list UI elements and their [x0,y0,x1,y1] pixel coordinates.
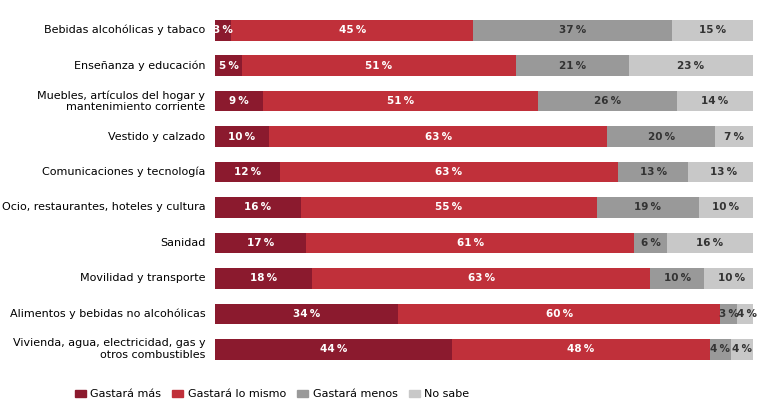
Bar [634,233,667,253]
Bar [215,55,242,76]
Bar [667,233,753,253]
Text: 10 %: 10 % [712,203,740,212]
Text: 63 %: 63 % [435,167,462,177]
Bar [215,268,312,289]
Text: 4 %: 4 % [710,344,730,354]
Text: 18 %: 18 % [250,274,277,283]
Text: 51 %: 51 % [366,61,392,70]
Bar [215,197,301,218]
Bar [263,91,538,111]
Text: 60 %: 60 % [545,309,573,319]
Text: 20 %: 20 % [647,132,675,141]
Text: 61 %: 61 % [457,238,484,248]
Text: 44 %: 44 % [319,344,347,354]
Bar [215,20,231,40]
Bar [215,339,452,359]
Text: 45 %: 45 % [339,25,366,35]
Text: 63 %: 63 % [468,274,495,283]
Bar [301,197,597,218]
Bar [398,304,720,324]
Bar [215,91,263,111]
Text: 26 %: 26 % [594,96,621,106]
Bar [280,162,618,182]
Bar [306,233,634,253]
Text: 10 %: 10 % [664,274,691,283]
Bar [650,268,704,289]
Text: 3 %: 3 % [719,309,738,319]
Text: 4 %: 4 % [737,309,757,319]
Text: 10 %: 10 % [228,132,256,141]
Text: 5 %: 5 % [219,61,238,70]
Bar [538,91,677,111]
Bar [516,55,629,76]
Text: 3 %: 3 % [214,25,233,35]
Bar [699,197,753,218]
Text: 14 %: 14 % [701,96,729,106]
Bar [672,20,753,40]
Text: 21 %: 21 % [559,61,586,70]
Bar [618,162,688,182]
Bar [242,55,516,76]
Text: 17 %: 17 % [247,238,274,248]
Text: 48 %: 48 % [567,344,594,354]
Bar [312,268,650,289]
Bar [215,233,306,253]
Bar [269,126,607,147]
Bar [607,126,715,147]
Text: 6 %: 6 % [641,238,660,248]
Text: 13 %: 13 % [640,167,667,177]
Text: 63 %: 63 % [425,132,452,141]
Bar [473,20,672,40]
Bar [215,162,280,182]
Text: 12 %: 12 % [233,167,261,177]
Text: 13 %: 13 % [710,167,737,177]
Bar [704,268,758,289]
Text: 19 %: 19 % [634,203,661,212]
Text: 16 %: 16 % [244,203,272,212]
Text: 37 %: 37 % [559,25,586,35]
Text: 51 %: 51 % [387,96,414,106]
Text: 16 %: 16 % [696,238,723,248]
Bar [720,304,737,324]
Text: 55 %: 55 % [435,203,462,212]
Bar [710,339,731,359]
Bar [452,339,710,359]
Bar [215,304,398,324]
Text: 10 %: 10 % [717,274,745,283]
Legend: Gastará más, Gastará lo mismo, Gastará menos, No sabe: Gastará más, Gastará lo mismo, Gastará m… [70,385,474,404]
Bar [677,91,753,111]
Bar [688,162,758,182]
Text: 7 %: 7 % [723,132,744,141]
Bar [597,197,699,218]
Text: 34 %: 34 % [293,309,320,319]
Text: 23 %: 23 % [677,61,704,70]
Bar [215,126,269,147]
Bar [731,339,753,359]
Bar [737,304,758,324]
Text: 4 %: 4 % [732,344,752,354]
Bar [231,20,473,40]
Bar [715,126,753,147]
Bar [629,55,753,76]
Text: 15 %: 15 % [699,25,726,35]
Text: 9 %: 9 % [230,96,249,106]
